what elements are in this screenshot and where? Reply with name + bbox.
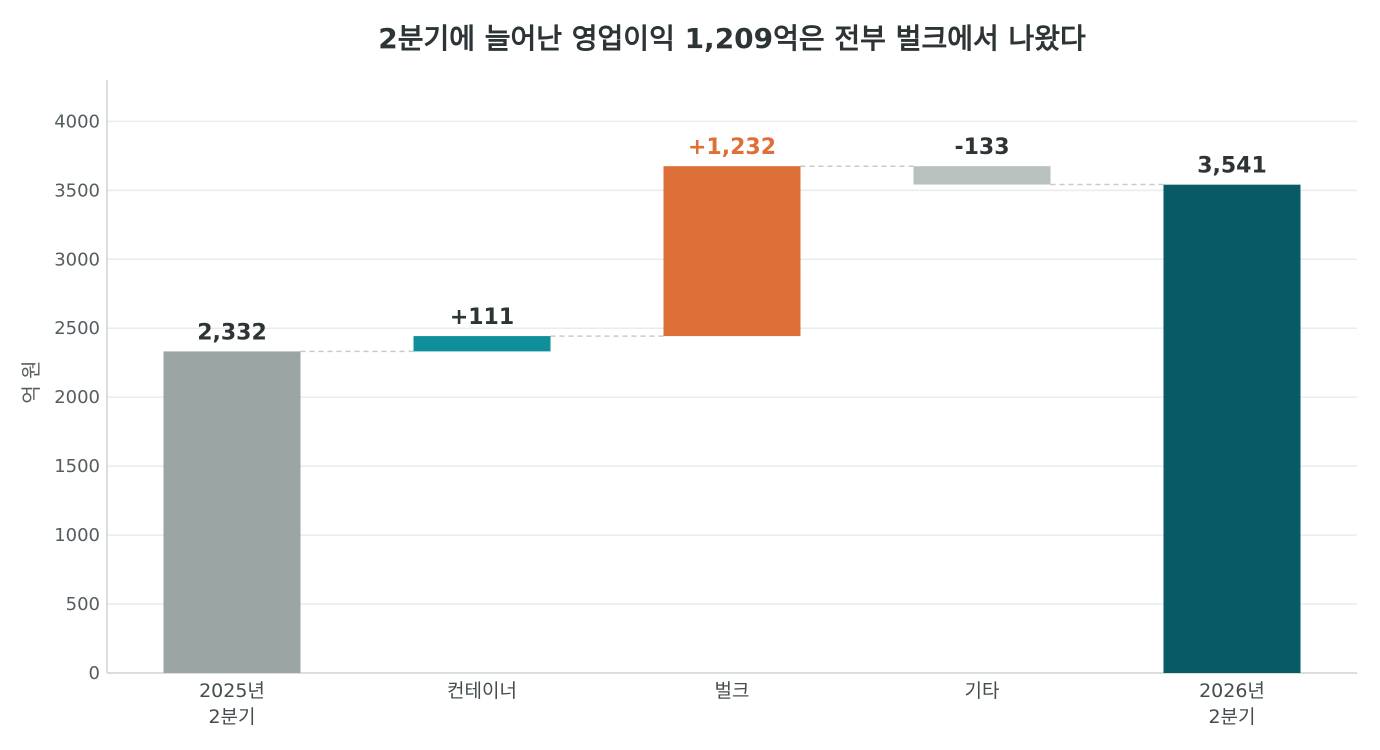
connector-lines [300,165,1164,353]
chart-title: 2분기에 늘어난 영업이익 1,209억은 전부 벌크에서 나왔다 [378,22,1086,55]
bar-2 [663,166,801,337]
bars [163,166,1301,674]
y-tick-label: 1500 [54,456,100,477]
value-labels: 2,332 +111 +1,232 -133 3,541 [197,135,1267,345]
category-label-1: 컨테이너 [447,680,517,702]
bar-1 [413,336,551,352]
category-label-0: 2025년 2분기 [199,680,265,728]
y-tick-label: 3000 [54,249,100,270]
y-tick-label: 3500 [54,180,100,201]
value-label-0: 2,332 [197,320,267,345]
axes: 0 500 1000 1500 2000 2500 3000 3500 4000 [54,80,1357,684]
y-tick-label: 0 [89,663,100,684]
y-axis-label: 억 원 [19,360,43,403]
category-label-4: 2026년 2분기 [1199,680,1265,728]
value-label-4: 3,541 [1197,154,1267,179]
value-label-3: -133 [954,135,1009,160]
category-label-2: 벌크 [715,680,750,702]
y-tick-label: 2000 [54,387,100,408]
bar-0 [163,351,301,673]
y-tick-label: 4000 [54,111,100,132]
y-tick-label: 1000 [54,525,100,546]
y-tick-label: 2500 [54,318,100,339]
y-tick-label: 500 [66,594,100,615]
value-label-2: +1,232 [688,135,776,160]
bar-4 [1163,184,1301,674]
category-label-3: 기타 [965,680,1000,702]
category-labels: 2025년 2분기 컨테이너 벌크 기타 2026년 2분기 [199,680,1265,728]
value-label-1: +111 [450,305,514,330]
bar-3 [913,166,1051,185]
